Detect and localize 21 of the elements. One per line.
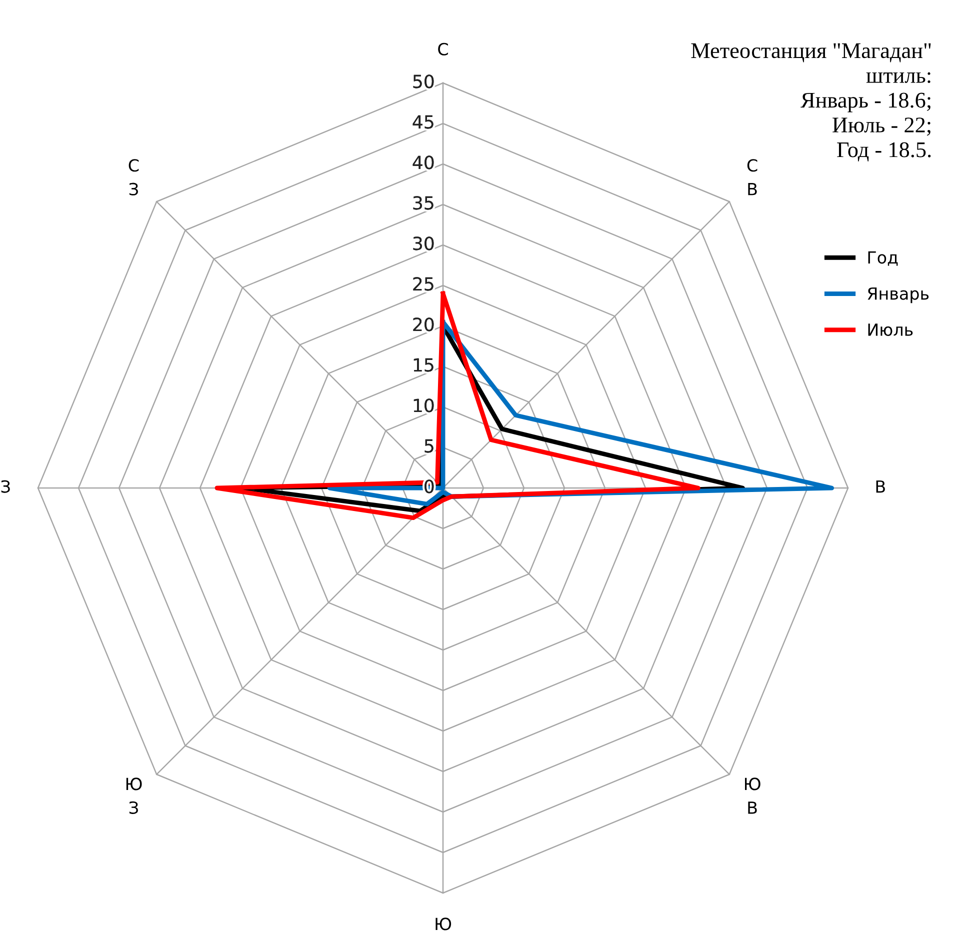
spoke-label: С В	[747, 159, 758, 196]
y-tick-label: 10	[414, 398, 434, 412]
spoke-label: Ю В	[745, 778, 760, 814]
y-tick-label: 20	[413, 318, 434, 332]
y-tick-label: 15	[414, 358, 434, 372]
spoke-label: С	[438, 42, 448, 56]
y-tick-label: 50	[413, 74, 434, 88]
spoke-label: З	[1, 480, 10, 493]
y-tick-label: 30	[413, 236, 434, 250]
legend-label: Июль	[868, 324, 913, 336]
legend-label: Январь	[868, 287, 929, 304]
y-tick-label: 40	[412, 156, 434, 170]
spoke-label: С З	[128, 159, 139, 196]
spoke-label: Ю	[436, 918, 452, 930]
spoke-label: Ю З	[126, 778, 142, 814]
spoke-label: В	[876, 480, 885, 493]
y-tick-label: 45	[412, 115, 434, 129]
y-tick-label: 5	[424, 439, 434, 453]
y-tick-label: 25	[413, 277, 434, 291]
legend-label: Год	[868, 251, 898, 266]
y-tick-label: 35	[413, 196, 434, 210]
